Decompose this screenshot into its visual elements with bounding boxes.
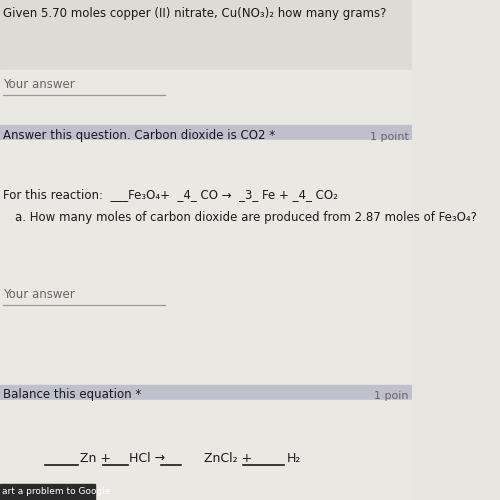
Bar bbox=[0, 140, 412, 385]
Text: For this reaction:  ___Fe₃O₄+  _4_ CO →  _3_ Fe + _4_ CO₂: For this reaction: ___Fe₃O₄+ _4_ CO → _3… bbox=[4, 188, 338, 202]
Text: Your answer: Your answer bbox=[4, 78, 75, 92]
Bar bbox=[0, 0, 412, 70]
Text: ZnCl₂ +: ZnCl₂ + bbox=[204, 452, 252, 464]
Text: Answer this question. Carbon dioxide is CO2 *: Answer this question. Carbon dioxide is … bbox=[4, 129, 276, 142]
Text: a. How many moles of carbon dioxide are produced from 2.87 moles of Fe₃O₄?: a. How many moles of carbon dioxide are … bbox=[15, 212, 476, 224]
Bar bbox=[0, 400, 412, 500]
Bar bbox=[0, 385, 412, 400]
Text: 1 point: 1 point bbox=[370, 132, 408, 142]
Text: art a problem to Google: art a problem to Google bbox=[2, 488, 111, 496]
Text: H₂: H₂ bbox=[286, 452, 301, 464]
Text: Zn +: Zn + bbox=[80, 452, 111, 464]
Text: Balance this equation *: Balance this equation * bbox=[4, 388, 141, 401]
Bar bbox=[0, 484, 94, 500]
Text: Your answer: Your answer bbox=[4, 288, 75, 302]
Bar bbox=[0, 125, 412, 140]
Text: HCl →: HCl → bbox=[130, 452, 166, 464]
Bar bbox=[0, 70, 412, 125]
Text: 1 poin: 1 poin bbox=[374, 391, 408, 401]
Text: Given 5.70 moles copper (II) nitrate, Cu(NO₃)₂ how many grams?: Given 5.70 moles copper (II) nitrate, Cu… bbox=[4, 7, 386, 20]
